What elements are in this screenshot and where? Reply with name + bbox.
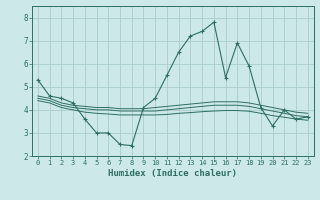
X-axis label: Humidex (Indice chaleur): Humidex (Indice chaleur) xyxy=(108,169,237,178)
